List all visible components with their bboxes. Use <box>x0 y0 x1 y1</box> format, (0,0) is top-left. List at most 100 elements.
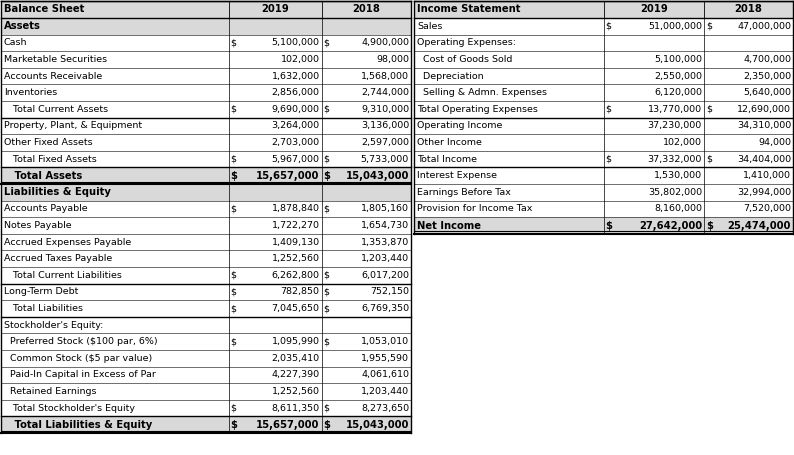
Text: $: $ <box>706 221 713 231</box>
Text: $: $ <box>230 288 237 296</box>
Text: $: $ <box>706 155 712 164</box>
Text: $: $ <box>606 155 611 164</box>
Text: 1,252,560: 1,252,560 <box>272 387 320 396</box>
Text: 37,230,000: 37,230,000 <box>648 121 702 131</box>
Text: $: $ <box>324 171 330 181</box>
Text: 6,120,000: 6,120,000 <box>654 88 702 97</box>
Bar <box>1 101 411 117</box>
Text: Accrued Expenses Payable: Accrued Expenses Payable <box>4 238 131 247</box>
Text: Accounts Payable: Accounts Payable <box>4 204 87 213</box>
Text: Cash: Cash <box>4 38 28 47</box>
Bar <box>414 1 793 18</box>
Text: 1,353,870: 1,353,870 <box>360 238 409 247</box>
Text: 6,017,200: 6,017,200 <box>361 271 409 280</box>
Text: 15,657,000: 15,657,000 <box>256 420 320 430</box>
Text: 12,690,000: 12,690,000 <box>737 105 791 114</box>
Text: Total Current Assets: Total Current Assets <box>4 105 108 114</box>
Bar <box>414 117 793 134</box>
Text: 5,967,000: 5,967,000 <box>272 155 320 164</box>
Bar <box>1 84 411 101</box>
Text: $: $ <box>230 155 237 164</box>
Text: $: $ <box>606 22 611 31</box>
Text: 32,994,000: 32,994,000 <box>737 188 791 197</box>
Text: $: $ <box>324 337 330 346</box>
Bar <box>1 334 411 350</box>
Text: $: $ <box>606 221 612 231</box>
Text: 4,061,610: 4,061,610 <box>361 370 409 379</box>
Text: 782,850: 782,850 <box>280 288 320 296</box>
Bar <box>1 317 411 334</box>
Bar <box>1 68 411 84</box>
Text: $: $ <box>324 38 330 47</box>
Text: 1,095,990: 1,095,990 <box>272 337 320 346</box>
Text: 102,000: 102,000 <box>663 138 702 147</box>
Text: Depreciation: Depreciation <box>417 71 484 81</box>
Text: Paid-In Capital in Excess of Par: Paid-In Capital in Excess of Par <box>4 370 156 379</box>
Text: 2,703,000: 2,703,000 <box>272 138 320 147</box>
Text: 2018: 2018 <box>734 5 762 15</box>
Text: Total Stockholder's Equity: Total Stockholder's Equity <box>4 404 135 413</box>
Text: Total Assets: Total Assets <box>4 171 83 181</box>
Text: $: $ <box>324 420 330 430</box>
Text: Accrued Taxes Payable: Accrued Taxes Payable <box>4 254 112 263</box>
Text: Stockholder's Equity:: Stockholder's Equity: <box>4 321 103 329</box>
Text: 27,642,000: 27,642,000 <box>639 221 702 231</box>
Text: 1,805,160: 1,805,160 <box>361 204 409 213</box>
Text: Inventories: Inventories <box>4 88 57 97</box>
Text: $: $ <box>324 404 330 413</box>
Text: 7,045,650: 7,045,650 <box>272 304 320 313</box>
Text: Other Fixed Assets: Other Fixed Assets <box>4 138 93 147</box>
Text: 4,227,390: 4,227,390 <box>272 370 320 379</box>
Text: 3,136,000: 3,136,000 <box>360 121 409 131</box>
Text: 5,100,000: 5,100,000 <box>654 55 702 64</box>
Text: 4,700,000: 4,700,000 <box>743 55 791 64</box>
Text: 2019: 2019 <box>261 5 289 15</box>
Text: 3,264,000: 3,264,000 <box>272 121 320 131</box>
Text: 5,100,000: 5,100,000 <box>272 38 320 47</box>
Text: 25,474,000: 25,474,000 <box>727 221 791 231</box>
Text: Balance Sheet: Balance Sheet <box>4 5 84 15</box>
Bar <box>1 35 411 51</box>
Bar <box>1 367 411 383</box>
Bar <box>414 68 793 84</box>
Text: Total Liabilities & Equity: Total Liabilities & Equity <box>4 420 152 430</box>
Bar <box>1 184 411 201</box>
Text: Income Statement: Income Statement <box>417 5 521 15</box>
Bar <box>414 201 793 217</box>
Text: Notes Payable: Notes Payable <box>4 221 71 230</box>
Bar <box>1 51 411 68</box>
Bar <box>1 383 411 400</box>
Bar <box>414 35 793 51</box>
Text: 2,597,000: 2,597,000 <box>361 138 409 147</box>
Text: Selling & Admn. Expenses: Selling & Admn. Expenses <box>417 88 547 97</box>
Text: 6,262,800: 6,262,800 <box>272 271 320 280</box>
Text: 1,053,010: 1,053,010 <box>361 337 409 346</box>
Text: Total Fixed Assets: Total Fixed Assets <box>4 155 97 164</box>
Text: Retained Earnings: Retained Earnings <box>4 387 97 396</box>
Bar <box>1 18 411 35</box>
Text: $: $ <box>606 105 611 114</box>
Bar <box>414 84 793 101</box>
Text: $: $ <box>324 271 330 280</box>
Text: 94,000: 94,000 <box>758 138 791 147</box>
Text: 15,043,000: 15,043,000 <box>345 171 409 181</box>
Text: Marketable Securities: Marketable Securities <box>4 55 107 64</box>
Bar <box>414 101 793 117</box>
Text: Operating Expenses:: Operating Expenses: <box>417 38 516 47</box>
Bar <box>1 201 411 217</box>
Bar <box>1 134 411 151</box>
Text: 1,632,000: 1,632,000 <box>272 71 320 81</box>
Text: 7,520,000: 7,520,000 <box>743 204 791 213</box>
Text: 8,273,650: 8,273,650 <box>361 404 409 413</box>
Text: 1,955,590: 1,955,590 <box>361 354 409 363</box>
Text: 8,160,000: 8,160,000 <box>654 204 702 213</box>
Text: 1,252,560: 1,252,560 <box>272 254 320 263</box>
Text: 1,722,270: 1,722,270 <box>272 221 320 230</box>
Text: Net Income: Net Income <box>417 221 481 231</box>
Text: 752,150: 752,150 <box>370 288 409 296</box>
Text: Total Income: Total Income <box>417 155 477 164</box>
Bar <box>1 350 411 367</box>
Bar <box>1 300 411 317</box>
Text: 1,203,440: 1,203,440 <box>361 254 409 263</box>
Text: 51,000,000: 51,000,000 <box>648 22 702 31</box>
